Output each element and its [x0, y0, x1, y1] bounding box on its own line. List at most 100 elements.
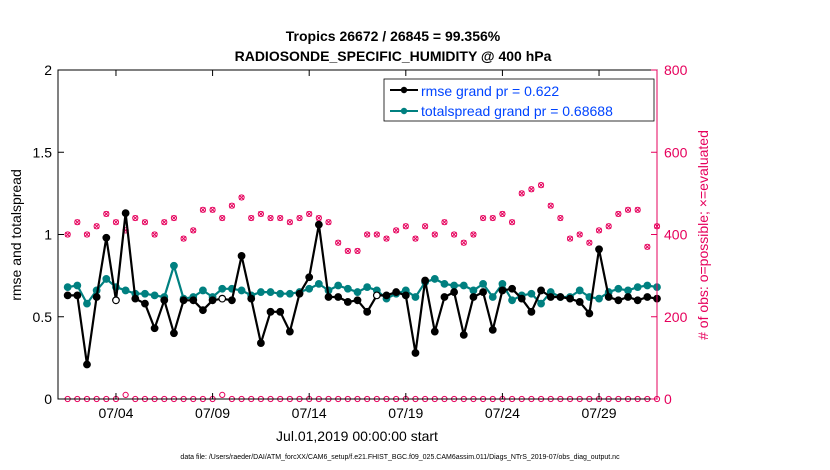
obs-possible-point	[103, 210, 110, 218]
obs-evaluated-point	[605, 223, 612, 230]
obs-possible-point	[238, 194, 245, 201]
obs-evaluated-point	[461, 239, 467, 246]
obs-evaluated-point	[354, 248, 361, 254]
spread-point	[73, 281, 82, 290]
obs-evaluated-point	[209, 207, 216, 213]
y-left-tick-label: 0.5	[33, 309, 53, 325]
rmse-point	[604, 293, 613, 301]
obs-possible-point	[547, 202, 554, 209]
obs-possible-point	[151, 231, 158, 238]
obs-evaluated-point	[171, 215, 177, 221]
spread-point	[83, 299, 91, 308]
spread-point	[266, 288, 275, 296]
spread-point	[63, 283, 72, 292]
obs-possible-point	[451, 231, 458, 238]
obs-possible-point	[74, 219, 81, 226]
rmse-point	[63, 291, 72, 300]
x-tick-label: 07/09	[195, 405, 230, 421]
rmse-point	[363, 307, 372, 316]
spread-point	[508, 296, 516, 305]
rmse-point	[121, 209, 130, 218]
obs-evaluated-point	[480, 215, 486, 221]
obs-possible-point	[315, 214, 322, 222]
obs-possible-point	[605, 223, 612, 230]
rmse-point	[450, 288, 459, 296]
obs-possible-point	[470, 231, 477, 238]
spread-point	[102, 275, 111, 283]
legend-rmse-marker	[400, 86, 408, 94]
obs-evaluated-point	[518, 190, 525, 197]
obs-evaluated-point	[422, 223, 428, 230]
obs-evaluated-point	[374, 231, 380, 238]
rmse-point	[479, 288, 487, 296]
obs-evaluated-point	[200, 207, 206, 213]
obs-possible-point	[364, 231, 371, 238]
obs-evaluated-point	[84, 231, 90, 238]
obs-possible-point	[161, 219, 168, 226]
obs-possible-point	[634, 206, 641, 213]
obs-possible-point	[112, 219, 120, 226]
obs-evaluated-point	[180, 235, 187, 242]
obs-possible-point	[306, 210, 313, 218]
rmse-point	[595, 245, 603, 254]
rmse-point	[517, 294, 526, 303]
obs-evaluated-point	[103, 211, 110, 217]
obs-low-possible-point	[219, 391, 226, 398]
rmse-point	[488, 326, 497, 334]
obs-evaluated-point	[306, 211, 312, 217]
x-tick-label: 07/29	[582, 405, 617, 421]
rmse-point	[537, 286, 545, 295]
rmse-point	[575, 298, 584, 306]
obs-evaluated-point	[113, 219, 119, 225]
spread-point	[614, 284, 623, 293]
rmse-point	[189, 296, 198, 305]
obs-possible-point	[441, 219, 448, 226]
obs-evaluated-point	[219, 215, 225, 221]
spread-point	[643, 281, 652, 290]
rmse-point	[208, 296, 217, 305]
obs-evaluated-point	[412, 235, 419, 242]
x-tick-label: 07/14	[292, 405, 327, 421]
rmse-point	[102, 233, 111, 242]
obs-possible-point	[615, 210, 622, 218]
rmse-point	[527, 307, 536, 316]
obs-possible-point	[412, 235, 419, 242]
spread-point	[469, 286, 478, 295]
obs-possible-point	[431, 231, 438, 238]
rmse-point	[228, 296, 236, 305]
obs-evaluated-point	[509, 219, 515, 225]
obs-possible-point	[132, 214, 139, 222]
obs-evaluated-point	[296, 215, 303, 221]
obs-possible-point	[296, 214, 303, 222]
y-right-tick-label: 200	[664, 309, 688, 325]
y-right-tick-label: 800	[664, 62, 688, 78]
rmse-point	[179, 296, 188, 305]
rmse-point	[92, 293, 101, 301]
rmse-point	[266, 307, 275, 316]
rmse-point	[276, 307, 285, 316]
rmse-point	[633, 296, 642, 305]
obs-low-possible-point	[122, 391, 129, 398]
rmse-point	[421, 276, 430, 285]
obs-evaluated-point	[538, 182, 544, 188]
obs-possible-point	[219, 214, 226, 222]
rmse-point	[237, 251, 246, 260]
obs-evaluated-point	[403, 223, 409, 230]
rmse-point	[305, 273, 314, 282]
obs-possible-point	[354, 247, 361, 255]
rmse-point	[401, 291, 410, 300]
obs-possible-point	[595, 227, 603, 234]
obs-evaluated-point	[142, 219, 148, 225]
rmse-point	[392, 288, 401, 296]
obs-possible-point	[518, 190, 525, 197]
rmse-point	[566, 294, 574, 303]
spread-point	[343, 284, 352, 293]
obs-evaluated-point	[238, 194, 245, 201]
spread-point	[218, 284, 227, 293]
rmse-point	[295, 289, 304, 298]
spread-point	[237, 286, 246, 295]
rmse-point	[382, 291, 391, 300]
obs-possible-point	[576, 231, 583, 238]
rmse-point	[353, 296, 362, 305]
rmse-point	[150, 324, 159, 333]
